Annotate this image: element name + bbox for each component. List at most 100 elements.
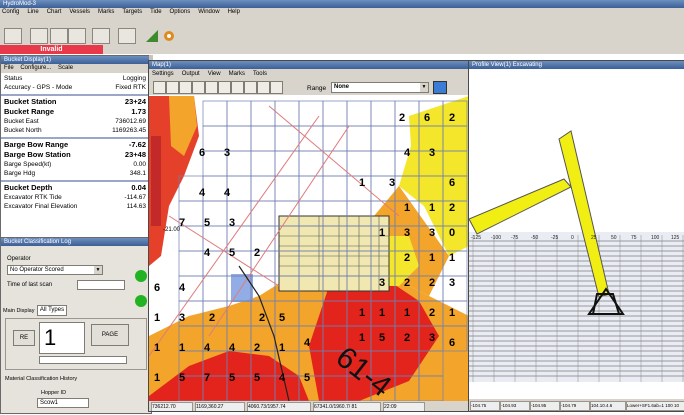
- profile-axis-tick: -50: [531, 235, 538, 241]
- menu-scale[interactable]: Scale: [58, 65, 74, 71]
- settings-icon[interactable]: [163, 30, 175, 42]
- status-row-value: -114.67: [124, 194, 146, 201]
- profile-axis-tick: 0: [571, 235, 574, 241]
- section-divider: [1, 94, 149, 96]
- map-tool-button-7[interactable]: [244, 81, 257, 94]
- sounding-value: 3: [429, 332, 435, 344]
- sounding-value: 5: [279, 312, 285, 324]
- map-menu-item-1[interactable]: Output: [181, 71, 200, 77]
- status-row-label: Bucket Station: [4, 97, 57, 106]
- app-menu-item-9[interactable]: Help: [227, 9, 240, 15]
- operator-label: Operator: [7, 256, 31, 262]
- status-row-label: Bucket North: [4, 127, 42, 134]
- map-menu-item-0[interactable]: Settings: [152, 71, 174, 77]
- status-row-value: 114.63: [126, 203, 146, 210]
- tab-all-types[interactable]: All Types: [37, 305, 67, 316]
- status-row-label: Bucket Range: [4, 107, 55, 116]
- app-menu-item-5[interactable]: Targets: [122, 9, 143, 15]
- map-tool-button-3[interactable]: [192, 81, 205, 94]
- profile-axis-tick: -75: [511, 235, 518, 241]
- map-canvas[interactable]: 2 6 2 6 3 4 3 6 2 1 3 1 1 0 4 4 1 3 3 1 7 5 3 2 4 5 2 1 3 2 2 3 1 1 1 2 1 1 5 2…: [149, 96, 469, 401]
- sounding-value: 6: [449, 177, 455, 189]
- status-indicator-2: [135, 295, 147, 307]
- profile-axis-tick: -100: [491, 235, 501, 241]
- status-row-label: Status: [4, 75, 23, 82]
- sounding-value: 3: [404, 227, 410, 239]
- map-status-bar: 736212.70 1169,360.27 4060.73/1957.74 67341…: [149, 401, 469, 411]
- operator-select[interactable]: No Operator Scored ▼: [7, 265, 103, 275]
- hopper-field[interactable]: Scow1: [37, 398, 89, 408]
- profile-axis-tick: 100: [651, 235, 660, 241]
- range-label: Range: [307, 85, 327, 92]
- sounding-value: 1: [429, 252, 435, 264]
- app-title: HydroMod-3: [3, 1, 37, 7]
- app-menu-item-0[interactable]: Config: [2, 9, 20, 15]
- map-tool-button-8[interactable]: [257, 81, 270, 94]
- chart-icon[interactable]: [146, 30, 158, 42]
- sounding-value: 4: [279, 372, 286, 384]
- profile-axis-tick: 125: [671, 235, 680, 241]
- value-field[interactable]: [39, 356, 127, 364]
- app-menu-item-4[interactable]: Marks: [98, 9, 115, 15]
- status-row-value: 23+24: [124, 97, 146, 106]
- profile-title-bar: Profile View(1) Excavating: [469, 61, 684, 69]
- status-row-label: Barge Bow Station: [4, 150, 71, 159]
- map-tool-button-9[interactable]: [270, 81, 283, 94]
- map-tool-icon[interactable]: [433, 81, 447, 94]
- sounding-value: 6: [199, 147, 205, 159]
- sounding-value: 4: [224, 187, 231, 199]
- re-button[interactable]: RE: [13, 330, 35, 346]
- app-menu-item-3[interactable]: Vessels: [69, 9, 91, 15]
- status-row-label: Excavator Final Elevation: [4, 203, 78, 210]
- chevron-down-icon[interactable]: ▼: [420, 83, 428, 92]
- status-row-value: 736012.69: [115, 118, 146, 125]
- sounding-value: 1: [429, 202, 435, 214]
- toolbar-button-2[interactable]: [30, 28, 48, 44]
- menu-configure[interactable]: Configure...: [20, 65, 52, 71]
- page-button[interactable]: PAGE: [91, 324, 129, 346]
- sounding-value: 3: [379, 277, 385, 289]
- map-tool-button-6[interactable]: [231, 81, 244, 94]
- map-tool-button-5[interactable]: [218, 81, 231, 94]
- sounding-value: 1: [179, 342, 185, 354]
- map-tool-button-1[interactable]: [166, 81, 179, 94]
- toolbar-button-6[interactable]: [118, 28, 136, 44]
- range-select[interactable]: None ▼: [331, 82, 429, 93]
- classification-label: Material Classification History: [5, 376, 78, 382]
- map-menu-item-3[interactable]: Marks: [228, 71, 245, 77]
- sounding-value: 5: [204, 217, 210, 229]
- map-title-bar: Map(1): [149, 61, 469, 69]
- sounding-value: 2: [259, 312, 265, 324]
- app-menu-item-1[interactable]: Line: [27, 9, 39, 15]
- sounding-value: 0: [449, 227, 455, 239]
- toolbar-button-3[interactable]: [50, 28, 68, 44]
- time-field[interactable]: [77, 280, 125, 290]
- menu-file[interactable]: File: [4, 65, 14, 71]
- status-strip: [103, 45, 684, 54]
- app-menu-item-2[interactable]: Chart: [46, 9, 62, 15]
- profile-axis-tick: -125: [471, 235, 481, 241]
- toolbar-button-5[interactable]: [92, 28, 110, 44]
- map-tool-button-2[interactable]: [179, 81, 192, 94]
- profile-axis-tick: -25: [551, 235, 558, 241]
- map-tool-button-4[interactable]: [205, 81, 218, 94]
- map-menu-item-2[interactable]: View: [207, 71, 221, 77]
- map-tool-button-0[interactable]: [153, 81, 166, 94]
- app-menu-item-7[interactable]: Options: [169, 9, 191, 15]
- status-row: Bucket Range 1.73: [4, 108, 146, 116]
- sounding-value: 2: [429, 277, 435, 289]
- app-menu-item-6[interactable]: Tide: [150, 9, 162, 15]
- sounding-value: 2: [209, 312, 215, 324]
- toolbar-button-1[interactable]: [4, 28, 22, 44]
- map-menu-item-4[interactable]: Tools: [252, 71, 267, 77]
- status-row-label: Barge Bow Range: [4, 140, 69, 149]
- app-menu-item-8[interactable]: Window: [198, 9, 220, 15]
- map-shade-red-2: [309, 281, 439, 401]
- toolbar-button-4[interactable]: [68, 28, 86, 44]
- chevron-down-icon[interactable]: ▼: [94, 266, 102, 274]
- sounding-value: 1: [359, 307, 365, 319]
- status-row: Status Logging: [4, 75, 146, 83]
- status-badge: Invalid: [0, 45, 103, 54]
- profile-window: Profile View(1) Excavating -125 -100 -75 -5…: [468, 60, 684, 412]
- sounding-value: 4: [229, 342, 236, 354]
